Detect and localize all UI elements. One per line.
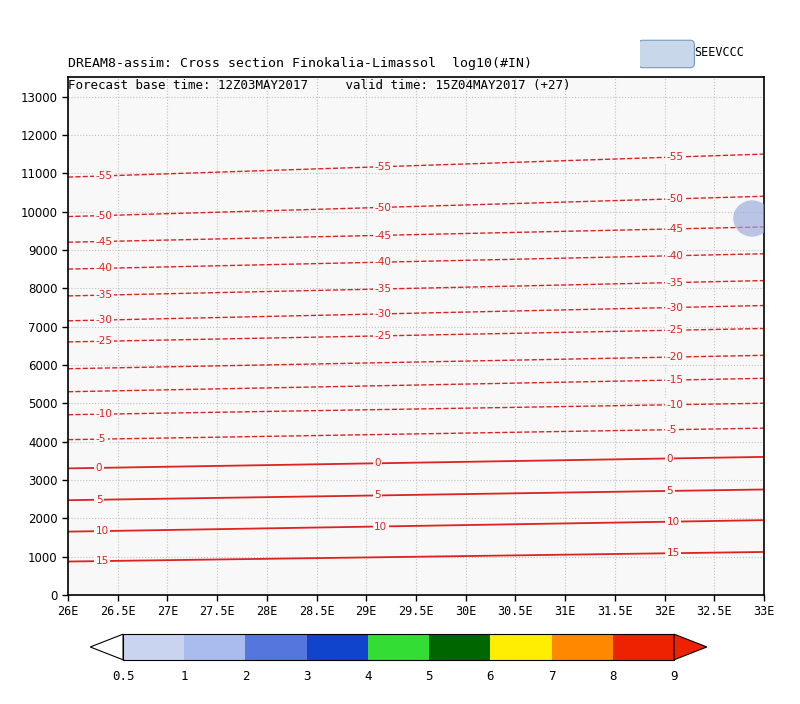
Text: -35: -35 [96,290,113,301]
Bar [368,634,429,660]
Text: 7: 7 [548,670,555,683]
Text: 0.5: 0.5 [112,670,134,683]
Bar [552,634,613,660]
Text: -45: -45 [96,237,113,246]
Text: 10: 10 [96,526,109,536]
FancyBboxPatch shape [638,40,694,68]
Bar [429,634,490,660]
Text: 6: 6 [486,670,494,683]
Text: -50: -50 [96,210,113,221]
Text: 0: 0 [374,458,381,468]
Text: 9: 9 [670,670,678,683]
Text: -30: -30 [374,309,391,319]
Text: 5: 5 [96,495,102,505]
Polygon shape [90,634,123,660]
Text: -30: -30 [96,315,113,325]
Bar [246,634,306,660]
Text: -50: -50 [374,203,391,213]
Bar [613,634,674,660]
Text: 5: 5 [426,670,433,683]
Bar [123,634,674,660]
Text: 2: 2 [242,670,250,683]
Text: 0: 0 [96,463,102,473]
Text: -10: -10 [96,409,113,420]
Text: -40: -40 [96,263,113,273]
Text: -5: -5 [96,434,106,444]
Bar [306,634,368,660]
Text: 15: 15 [96,556,109,566]
Text: 15: 15 [666,548,680,558]
Bar [490,634,552,660]
Text: -45: -45 [666,224,683,234]
Text: -30: -30 [666,303,683,313]
Text: -55: -55 [666,152,683,163]
Ellipse shape [733,200,771,237]
Text: 1: 1 [181,670,188,683]
Text: 5: 5 [374,491,381,501]
Text: -5: -5 [666,425,677,435]
Text: Forecast base time: 12Z03MAY2017     valid time: 15Z04MAY2017 (+27): Forecast base time: 12Z03MAY2017 valid t… [68,79,570,92]
Bar [123,634,184,660]
Polygon shape [674,634,707,660]
Text: 10: 10 [374,522,387,532]
Text: -20: -20 [666,352,683,362]
Text: -25: -25 [374,331,391,341]
Text: SEEVCCC: SEEVCCC [694,46,744,59]
Text: -25: -25 [666,325,683,335]
Text: 4: 4 [364,670,372,683]
Text: DREAM8-assim: Cross section Finokalia-Limassol  log10(#IN): DREAM8-assim: Cross section Finokalia-Li… [68,58,532,70]
Text: 8: 8 [609,670,617,683]
Text: -10: -10 [666,400,683,410]
Text: -35: -35 [374,284,391,294]
Text: 10: 10 [666,517,680,527]
Text: -15: -15 [666,375,683,385]
Text: 0: 0 [666,453,673,463]
Bar [184,634,246,660]
Text: -40: -40 [374,258,391,268]
Text: -35: -35 [666,278,683,288]
Text: 3: 3 [303,670,310,683]
Text: -50: -50 [666,194,683,204]
Text: -25: -25 [96,337,113,346]
Text: -40: -40 [666,251,683,261]
Text: -45: -45 [374,230,391,241]
Text: 5: 5 [666,486,673,496]
Text: -55: -55 [374,162,391,172]
Text: -55: -55 [96,171,113,181]
